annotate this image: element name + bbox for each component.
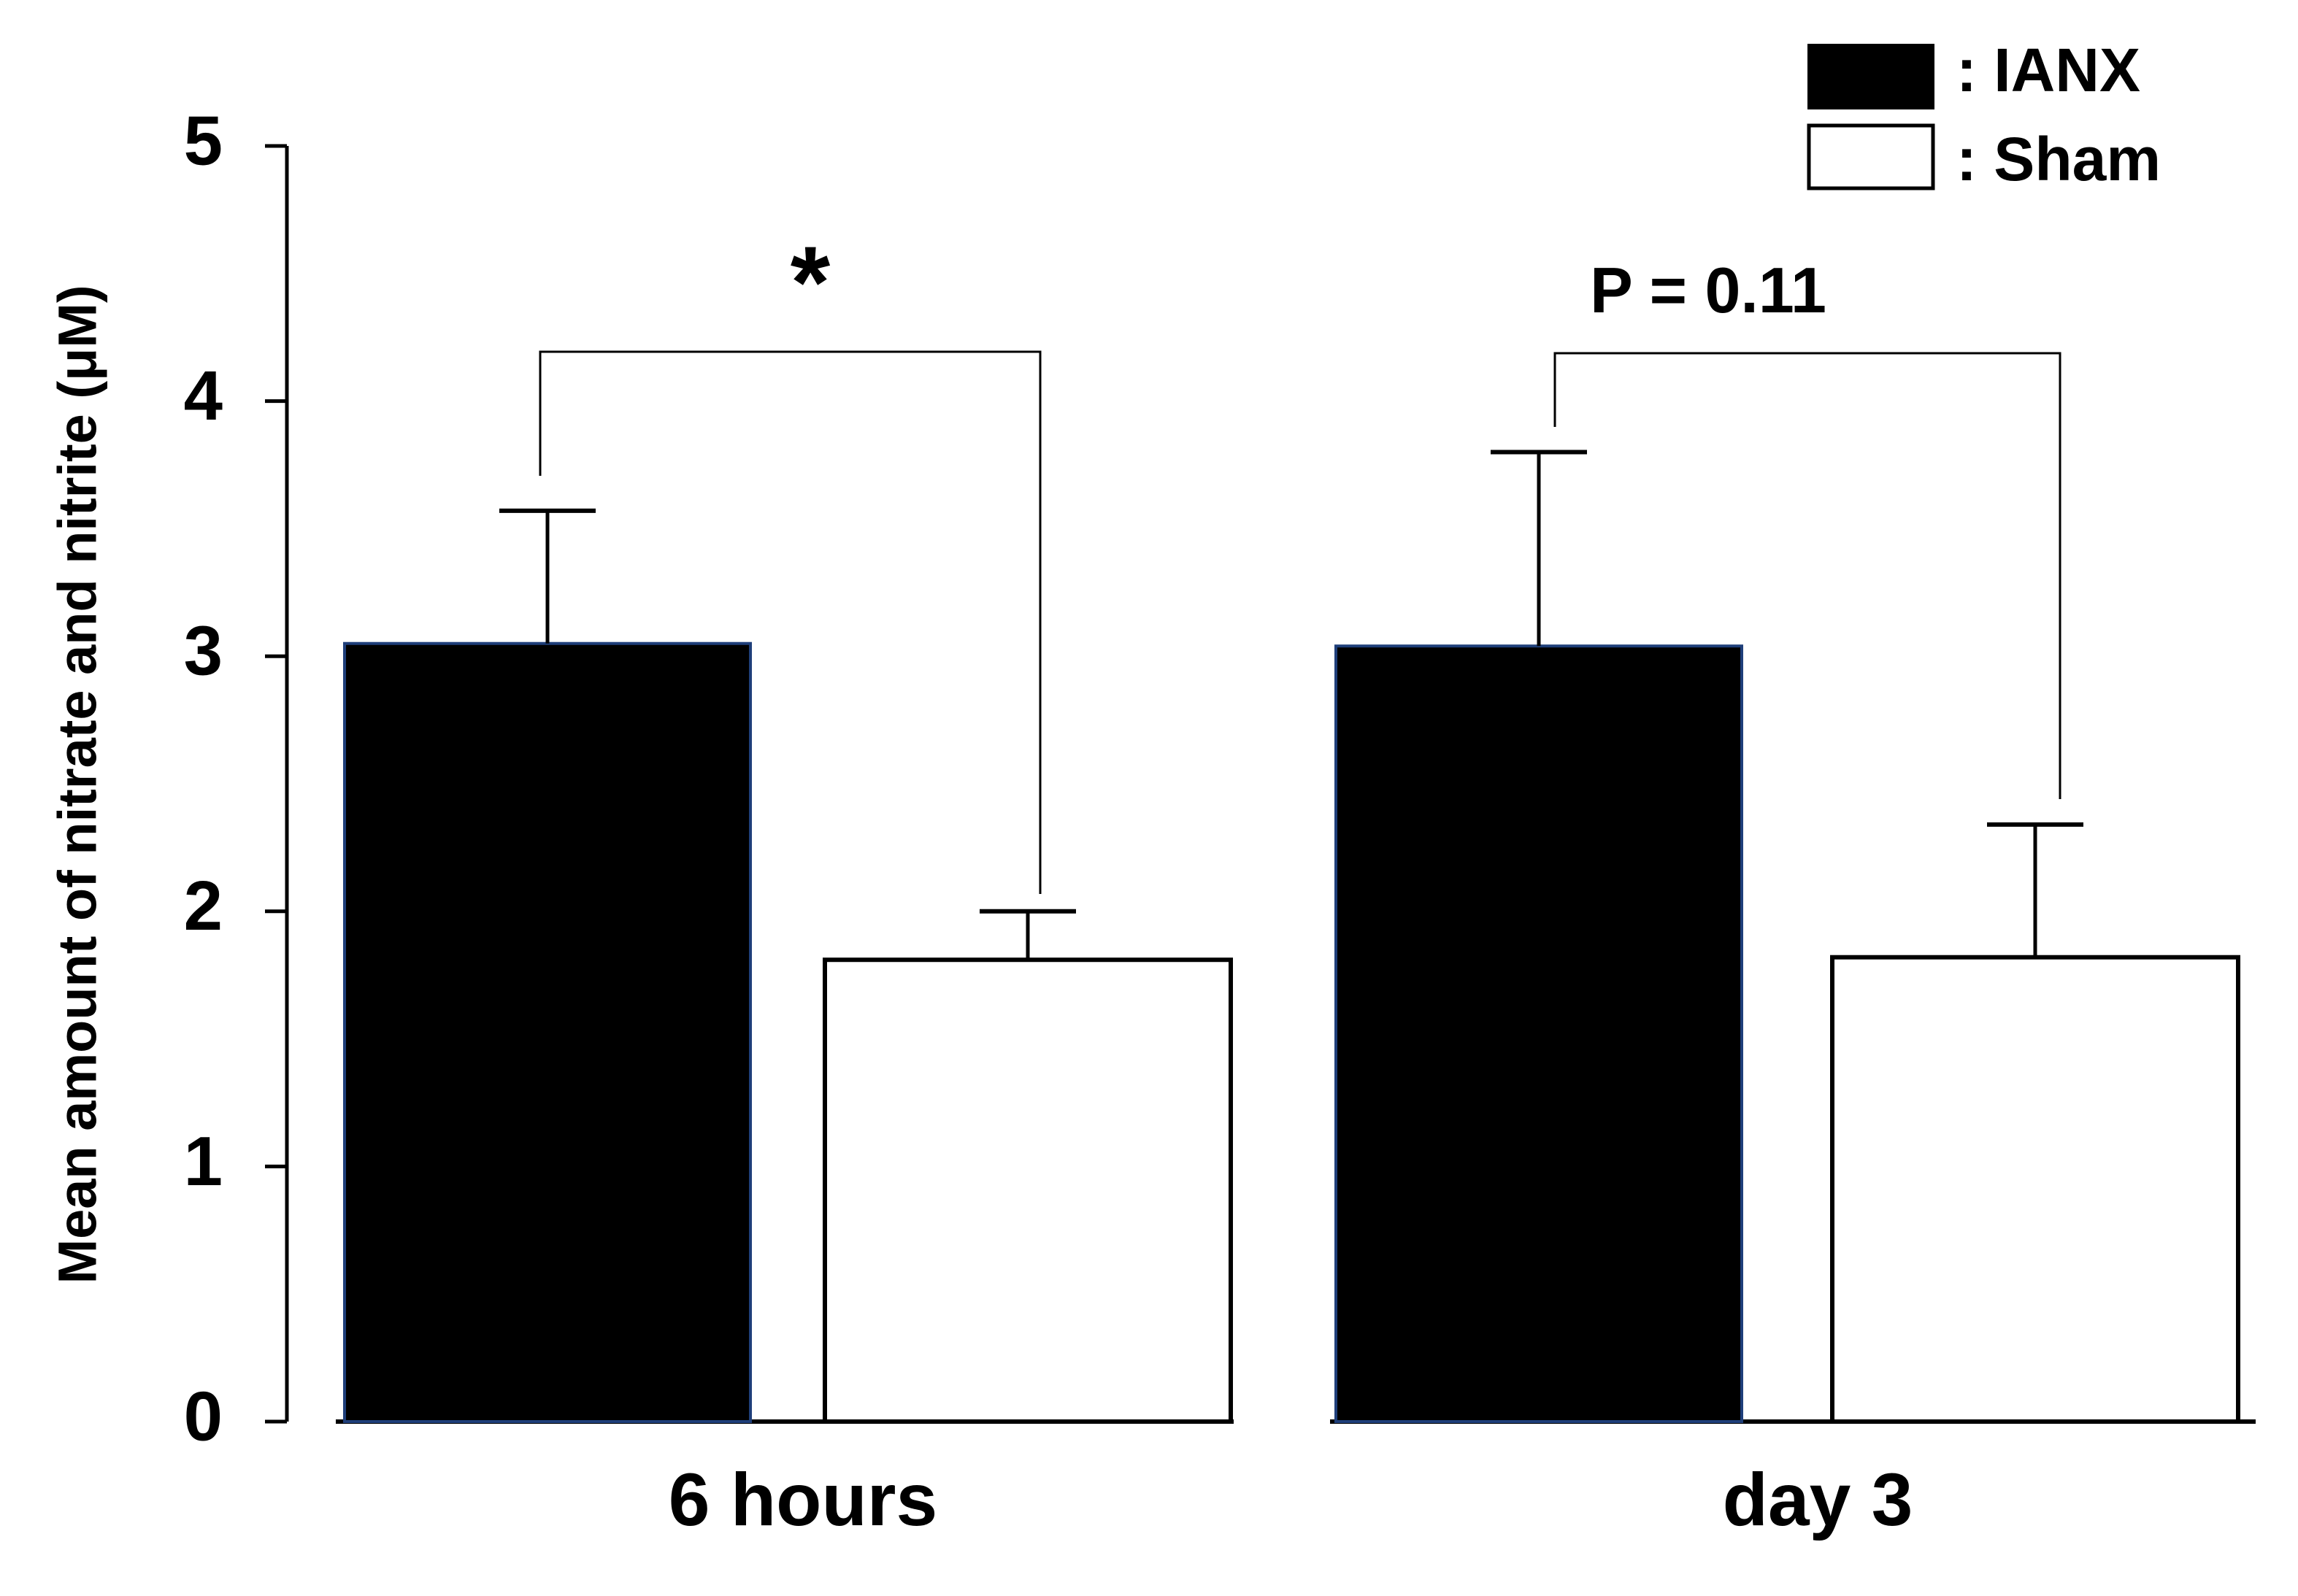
x-tick-label-day-3: day 3 <box>1723 1458 1913 1541</box>
significance-brackets: * P = 0.11 <box>539 225 2061 894</box>
legend-label-sham: : Sham <box>1956 125 2161 193</box>
error-bars <box>499 450 2083 960</box>
y-tick-label-4: 4 <box>184 357 223 435</box>
y-tick-label-2: 2 <box>184 867 223 945</box>
legend-swatch-sham <box>1807 123 1935 190</box>
x-axis-tick-labels: 6 hours day 3 <box>669 1458 1913 1541</box>
annotation-p-value-day-3: P = 0.11 <box>1590 254 1826 326</box>
bar-ianx-6-hours <box>343 641 752 1423</box>
legend-label-ianx: : IANX <box>1956 36 2140 104</box>
y-tick-label-0: 0 <box>184 1377 223 1455</box>
bars <box>343 641 2240 1424</box>
bracket-day-3 <box>1553 352 2061 799</box>
annotation-asterisk-6-hours: * <box>791 225 831 339</box>
bar-sham-day-3 <box>1830 955 2240 1424</box>
y-axis-ticks: 0 1 2 3 4 5 <box>184 101 287 1455</box>
x-tick-label-6-hours: 6 hours <box>669 1458 937 1541</box>
bar-ianx-day-3 <box>1334 644 1743 1424</box>
y-tick-label-1: 1 <box>184 1122 223 1200</box>
bar-sham-6-hours <box>823 957 1233 1424</box>
y-tick-label-3: 3 <box>184 612 223 690</box>
y-axis-label: Mean amount of nitrate and nitrite (μM) <box>47 285 108 1284</box>
legend: : IANX : Sham <box>1807 36 2161 193</box>
bracket-6-hours <box>539 350 1042 894</box>
y-tick-label-5: 5 <box>184 101 223 180</box>
legend-swatch-ianx <box>1807 44 1934 109</box>
